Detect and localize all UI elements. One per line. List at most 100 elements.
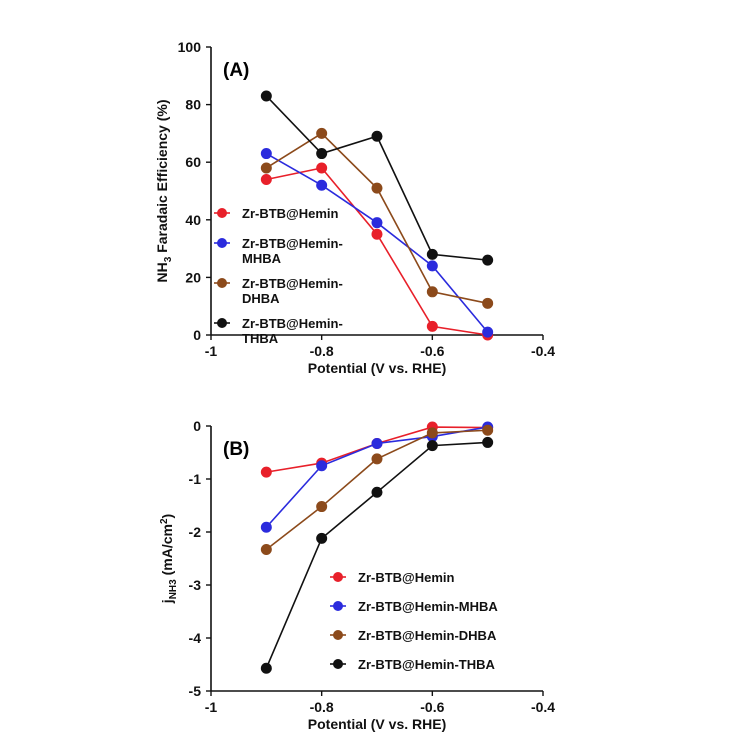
data-point <box>426 440 438 452</box>
data-point <box>482 424 494 436</box>
legend-marker <box>217 278 227 288</box>
legend-label: DHBA <box>242 291 280 306</box>
data-point <box>260 466 272 478</box>
legend-label: Zr-BTB@Hemin- <box>242 236 343 251</box>
series-zr-btb-hemin-mhba <box>260 148 494 338</box>
data-point <box>482 254 494 266</box>
y-tick-label: -2 <box>189 524 202 540</box>
legend-entry: Zr-BTB@Hemin-DHBA <box>214 276 343 306</box>
legend-label: Zr-BTB@Hemin- <box>242 316 343 331</box>
x-tick-label: -1 <box>205 699 218 715</box>
legend-entry: Zr-BTB@Hemin-DHBA <box>330 628 497 643</box>
y-tick-label: 0 <box>193 327 201 343</box>
panel-label: (A) <box>223 60 249 81</box>
y-tick-label: 60 <box>185 154 201 170</box>
legend: Zr-BTB@HeminZr-BTB@Hemin-MHBAZr-BTB@Hemi… <box>214 206 343 346</box>
data-point <box>371 228 383 240</box>
legend-marker <box>333 601 343 611</box>
legend-marker <box>333 659 343 669</box>
y-tick-label: -5 <box>189 683 202 699</box>
data-point <box>260 148 272 160</box>
legend-marker <box>333 572 343 582</box>
data-point <box>371 437 383 449</box>
legend-label: Zr-BTB@Hemin-MHBA <box>358 599 498 614</box>
legend-label: MHBA <box>242 251 282 266</box>
legend-marker <box>217 318 227 328</box>
legend-marker <box>217 208 227 218</box>
legend-label: Zr-BTB@Hemin-THBA <box>358 657 495 672</box>
legend-marker <box>333 630 343 640</box>
y-tick-label: -4 <box>189 630 202 646</box>
data-point <box>482 297 494 309</box>
y-tick-label: 80 <box>185 97 201 113</box>
data-point <box>316 148 328 160</box>
legend-entry: Zr-BTB@Hemin-THBA <box>214 316 343 346</box>
data-point <box>371 130 383 142</box>
data-point <box>371 182 383 194</box>
series-zr-btb-hemin-dhba <box>260 127 494 309</box>
x-axis-label: Potential (V vs. RHE) <box>308 360 446 376</box>
x-tick-label: -1 <box>205 343 218 359</box>
data-point <box>260 543 272 555</box>
panel-b: -5 -4 -3 -2 -1 0 -1 -0.8 -0.6 -0.4 Potential (V vs… <box>159 418 555 732</box>
x-tick-label: -0.4 <box>531 699 555 715</box>
data-point <box>316 460 328 472</box>
data-point <box>260 662 272 674</box>
x-tick-label: -0.6 <box>420 699 444 715</box>
data-point <box>371 453 383 465</box>
series-line <box>266 426 488 473</box>
legend: Zr-BTB@Hemin Zr-BTB@Hemin-MHBA Zr-BTB@Hemi… <box>330 570 498 672</box>
data-point <box>426 286 438 298</box>
y-axis-label: NH3 Faradaic Efficiency (%) <box>154 100 174 283</box>
y-tick-label: 20 <box>185 269 201 285</box>
data-point <box>482 436 494 448</box>
y-axis-label: jNH3 (mA/cm2) <box>159 514 179 604</box>
series-zr-btb-hemin <box>260 162 494 341</box>
y-tick-label: -1 <box>189 471 202 487</box>
data-point <box>260 90 272 102</box>
data-point <box>371 486 383 498</box>
data-point <box>316 127 328 139</box>
series-zr-btb-hemin <box>260 421 494 478</box>
y-tick-label: -3 <box>189 577 202 593</box>
x-tick-label: -0.8 <box>310 699 334 715</box>
x-tick-label: -0.8 <box>310 343 334 359</box>
series-zr-btb-hemin-thba <box>260 90 494 266</box>
legend-label: Zr-BTB@Hemin-DHBA <box>358 628 497 643</box>
data-point <box>260 162 272 174</box>
legend-entry: Zr-BTB@Hemin <box>214 206 339 221</box>
data-point <box>316 532 328 544</box>
series-zr-btb-hemin-mhba <box>260 421 494 533</box>
data-point <box>426 248 438 260</box>
x-tick-label: -0.6 <box>420 343 444 359</box>
legend-entry: Zr-BTB@Hemin-THBA <box>330 657 495 672</box>
data-point <box>482 326 494 338</box>
data-point <box>316 501 328 513</box>
data-point <box>260 173 272 185</box>
y-tick-label: 0 <box>193 418 201 434</box>
panel-a: 0 20 40 60 80 100 -1 -0.8 -0.6 -0.4 Potential (V v… <box>154 39 555 376</box>
data-point <box>426 427 438 439</box>
y-tick-label: 100 <box>178 39 202 55</box>
data-point <box>260 521 272 533</box>
legend-entry: Zr-BTB@Hemin-MHBA <box>330 599 498 614</box>
data-point <box>426 260 438 272</box>
data-point <box>426 320 438 332</box>
legend-marker <box>217 238 227 248</box>
panel-label: (B) <box>223 439 249 460</box>
legend-label: THBA <box>242 331 279 346</box>
data-point <box>316 162 328 174</box>
data-point <box>371 217 383 229</box>
x-tick-label: -0.4 <box>531 343 555 359</box>
y-tick-label: 40 <box>185 212 201 228</box>
legend-entry: Zr-BTB@Hemin-MHBA <box>214 236 343 266</box>
series-zr-btb-hemin-thba <box>260 436 494 674</box>
x-axis-label: Potential (V vs. RHE) <box>308 716 446 732</box>
legend-entry: Zr-BTB@Hemin <box>330 570 455 585</box>
legend-label: Zr-BTB@Hemin <box>242 206 339 221</box>
series-zr-btb-hemin-dhba <box>260 424 494 555</box>
legend-label: Zr-BTB@Hemin- <box>242 276 343 291</box>
legend-label: Zr-BTB@Hemin <box>358 570 455 585</box>
data-point <box>316 179 328 191</box>
